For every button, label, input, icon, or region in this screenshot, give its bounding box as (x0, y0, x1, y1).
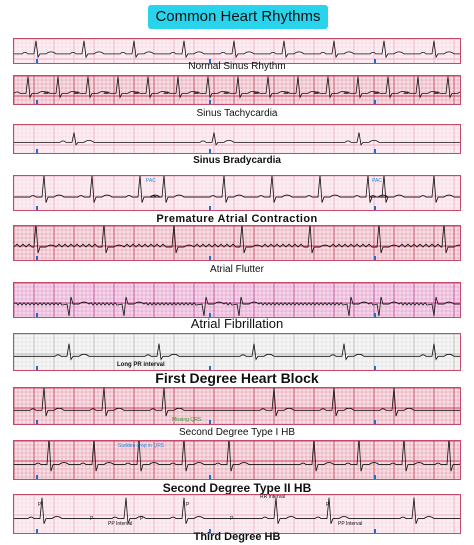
ecg-waveform (14, 176, 460, 203)
time-marker (36, 313, 38, 317)
ecg-trace-svg (14, 39, 460, 63)
ecg-strip-sinus-tachycardia (13, 75, 461, 105)
p-wave-label-6: P (326, 502, 330, 508)
ecg-trace-svg (14, 283, 460, 317)
time-marker (209, 366, 211, 370)
time-marker (374, 475, 376, 479)
ecg-waveform (14, 40, 460, 59)
rhythm-label-second-degree-type1: Second Degree Type I HB (179, 427, 295, 438)
time-marker (36, 100, 38, 104)
rhythm-label-atrial-fibrillation: Atrial Fibrillation (190, 316, 284, 331)
time-marker (209, 256, 211, 260)
rhythm-label-sinus-tachycardia: Sinus Tachycardia (196, 108, 278, 119)
missing-qrs-note: Missing QRS (172, 417, 202, 423)
ecg-waveform (14, 388, 460, 417)
rhythm-label-third-degree: Third Degree HB (193, 531, 281, 543)
ecg-trace-svg (14, 226, 460, 260)
ecg-strip-third-degree (13, 494, 461, 534)
rr-interval-note: RR Interval (260, 494, 286, 500)
ecg-trace-svg (14, 334, 460, 370)
time-marker (374, 420, 376, 424)
time-marker (209, 59, 211, 63)
ecg-waveform (14, 296, 460, 317)
ecg-strip-normal-sinus (13, 38, 461, 64)
pp-interval-note-1: PP Interval (108, 521, 133, 527)
ecg-strip-sinus-bradycardia (13, 124, 461, 154)
time-marker (374, 256, 376, 260)
time-marker (36, 529, 38, 533)
time-marker (209, 420, 211, 424)
ecg-trace-svg (14, 388, 460, 424)
time-marker (209, 206, 211, 210)
time-marker (209, 475, 211, 479)
p-wave-label-2: P (90, 516, 94, 522)
time-marker (209, 313, 211, 317)
ecg-strip-first-degree (13, 333, 461, 371)
ecg-strip-atrial-fibrillation (13, 282, 461, 318)
ecg-trace-svg (14, 125, 460, 153)
ecg-trace-svg (14, 441, 460, 479)
time-marker (374, 366, 376, 370)
pac-marker-2: PAC (372, 178, 382, 184)
ecg-strip-pac (13, 175, 461, 211)
ecg-strip-second-degree-type1 (13, 387, 461, 425)
pp-interval-note-2: PP Interval (338, 521, 363, 527)
time-marker (374, 529, 376, 533)
p-wave-label-1: P (38, 502, 42, 508)
time-marker (36, 59, 38, 63)
long-pr-interval-note: Long PR interval (117, 362, 165, 368)
time-marker (374, 59, 376, 63)
p-wave-label-4: P (186, 502, 190, 508)
page-title: Common Heart Rhythms (148, 5, 328, 29)
time-marker (36, 475, 38, 479)
time-marker (36, 366, 38, 370)
time-marker (374, 313, 376, 317)
ecg-trace-svg (14, 76, 460, 104)
rhythm-label-pac: Premature Atrial Contraction (156, 213, 318, 225)
rhythm-label-atrial-flutter: Atrial Flutter (210, 264, 264, 275)
time-marker (374, 206, 376, 210)
time-marker (209, 529, 211, 533)
ecg-waveform (14, 132, 460, 146)
ecg-strip-second-degree-type2 (13, 440, 461, 480)
sudden-drop-note: Sudden drop in QRS (118, 443, 165, 449)
time-marker (36, 256, 38, 260)
ecg-trace-svg (14, 176, 460, 210)
pac-marker-1: PAC (146, 178, 156, 184)
ecg-waveform (14, 343, 460, 361)
time-marker (374, 149, 376, 153)
ecg-waveform (14, 226, 460, 254)
time-marker (374, 100, 376, 104)
time-marker (36, 206, 38, 210)
time-marker (209, 149, 211, 153)
time-marker (36, 420, 38, 424)
rhythm-label-first-degree: First Degree Heart Block (155, 370, 319, 386)
rhythm-label-normal-sinus: Normal Sinus Rhythm (188, 61, 286, 72)
time-marker (209, 100, 211, 104)
ecg-waveform (14, 497, 460, 524)
ecg-waveform (14, 76, 460, 100)
p-wave-label-5: P (230, 516, 234, 522)
rhythm-label-second-degree-type2: Second Degree Type II HB (162, 481, 312, 495)
ecg-trace-svg (14, 495, 460, 533)
rhythm-label-sinus-bradycardia: Sinus Bradycardia (193, 155, 281, 166)
ecg-waveform (14, 441, 460, 472)
p-wave-label-3: P (140, 516, 144, 522)
ecg-strip-atrial-flutter (13, 225, 461, 261)
time-marker (36, 149, 38, 153)
